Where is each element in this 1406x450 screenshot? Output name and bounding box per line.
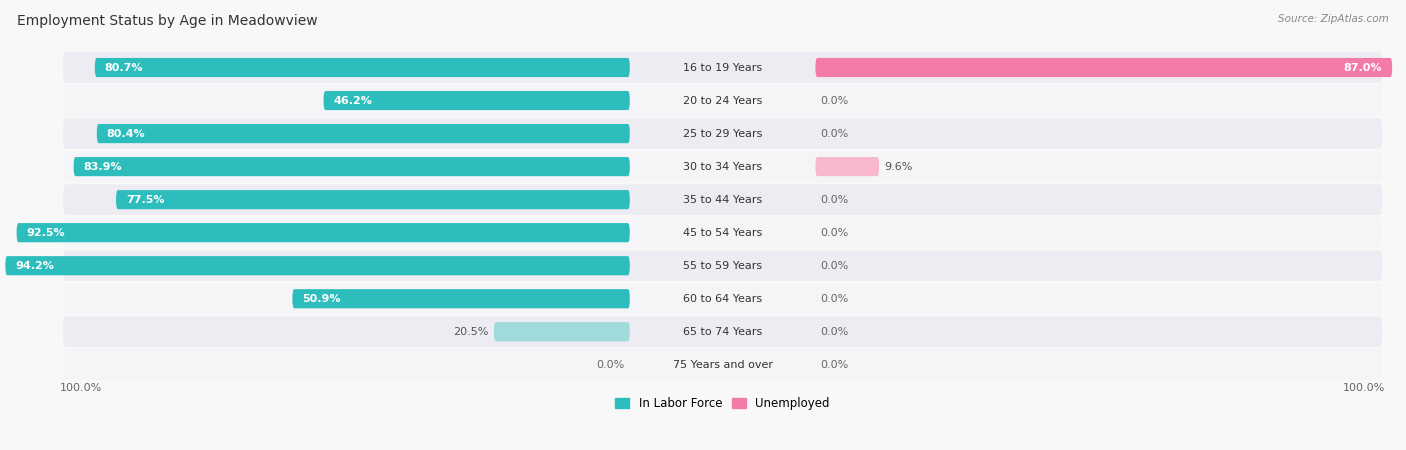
- Text: 100.0%: 100.0%: [1343, 383, 1385, 393]
- Text: 46.2%: 46.2%: [333, 95, 373, 106]
- FancyBboxPatch shape: [63, 118, 1382, 149]
- FancyBboxPatch shape: [97, 124, 630, 143]
- Text: 16 to 19 Years: 16 to 19 Years: [683, 63, 762, 72]
- FancyBboxPatch shape: [494, 322, 630, 342]
- FancyBboxPatch shape: [6, 256, 630, 275]
- Text: 100.0%: 100.0%: [59, 383, 101, 393]
- Legend: In Labor Force, Unemployed: In Labor Force, Unemployed: [610, 392, 835, 415]
- FancyBboxPatch shape: [63, 317, 1382, 347]
- Text: Employment Status by Age in Meadowview: Employment Status by Age in Meadowview: [17, 14, 318, 27]
- Text: 80.7%: 80.7%: [105, 63, 143, 72]
- FancyBboxPatch shape: [63, 284, 1382, 314]
- Text: 0.0%: 0.0%: [821, 360, 849, 370]
- Text: 87.0%: 87.0%: [1344, 63, 1382, 72]
- FancyBboxPatch shape: [94, 58, 630, 77]
- Text: 20 to 24 Years: 20 to 24 Years: [683, 95, 762, 106]
- Text: 9.6%: 9.6%: [884, 162, 912, 171]
- Text: 45 to 54 Years: 45 to 54 Years: [683, 228, 762, 238]
- FancyBboxPatch shape: [63, 350, 1382, 380]
- Text: 94.2%: 94.2%: [15, 261, 55, 271]
- Text: 20.5%: 20.5%: [453, 327, 489, 337]
- Text: 35 to 44 Years: 35 to 44 Years: [683, 195, 762, 205]
- Text: 0.0%: 0.0%: [821, 95, 849, 106]
- Text: 0.0%: 0.0%: [821, 261, 849, 271]
- Text: 50.9%: 50.9%: [302, 294, 340, 304]
- FancyBboxPatch shape: [815, 157, 879, 176]
- Text: 83.9%: 83.9%: [83, 162, 122, 171]
- FancyBboxPatch shape: [63, 251, 1382, 281]
- Text: 75 Years and over: 75 Years and over: [672, 360, 773, 370]
- FancyBboxPatch shape: [63, 86, 1382, 116]
- Text: 92.5%: 92.5%: [27, 228, 65, 238]
- FancyBboxPatch shape: [73, 157, 630, 176]
- Text: 25 to 29 Years: 25 to 29 Years: [683, 129, 762, 139]
- Text: 30 to 34 Years: 30 to 34 Years: [683, 162, 762, 171]
- Text: 60 to 64 Years: 60 to 64 Years: [683, 294, 762, 304]
- Text: 0.0%: 0.0%: [821, 228, 849, 238]
- Text: 0.0%: 0.0%: [596, 360, 624, 370]
- FancyBboxPatch shape: [63, 151, 1382, 182]
- FancyBboxPatch shape: [292, 289, 630, 308]
- FancyBboxPatch shape: [63, 184, 1382, 215]
- Text: 77.5%: 77.5%: [127, 195, 165, 205]
- FancyBboxPatch shape: [323, 91, 630, 110]
- Text: 80.4%: 80.4%: [107, 129, 145, 139]
- Text: 0.0%: 0.0%: [821, 327, 849, 337]
- FancyBboxPatch shape: [17, 223, 630, 242]
- FancyBboxPatch shape: [117, 190, 630, 209]
- Text: 0.0%: 0.0%: [821, 294, 849, 304]
- FancyBboxPatch shape: [63, 52, 1382, 83]
- Text: 0.0%: 0.0%: [821, 129, 849, 139]
- Text: Source: ZipAtlas.com: Source: ZipAtlas.com: [1278, 14, 1389, 23]
- Text: 65 to 74 Years: 65 to 74 Years: [683, 327, 762, 337]
- Text: 0.0%: 0.0%: [821, 195, 849, 205]
- Text: 55 to 59 Years: 55 to 59 Years: [683, 261, 762, 271]
- FancyBboxPatch shape: [815, 58, 1392, 77]
- FancyBboxPatch shape: [63, 217, 1382, 248]
